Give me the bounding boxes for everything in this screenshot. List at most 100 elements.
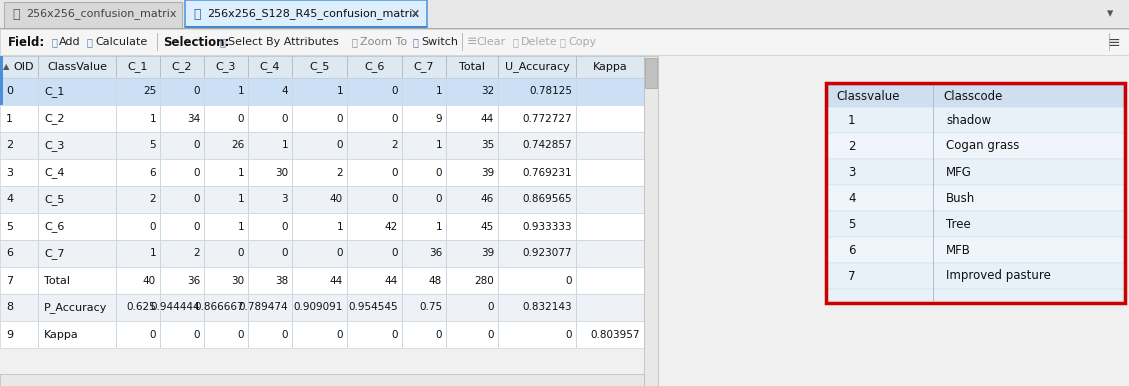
Text: 0.625: 0.625: [126, 303, 156, 313]
Bar: [645, 58, 657, 88]
Text: 0.933333: 0.933333: [523, 222, 572, 232]
Text: Total: Total: [460, 62, 485, 72]
Text: 0.78125: 0.78125: [530, 86, 572, 96]
Text: 0: 0: [392, 86, 399, 96]
Text: 0.954545: 0.954545: [349, 303, 399, 313]
Text: Classvalue: Classvalue: [835, 90, 900, 103]
Text: 35: 35: [481, 141, 495, 151]
Bar: [828, 185, 1123, 211]
Text: 0: 0: [237, 113, 244, 124]
Text: 0: 0: [436, 168, 441, 178]
Text: 26: 26: [230, 141, 244, 151]
Text: 3: 3: [281, 195, 288, 205]
Bar: [828, 133, 1123, 159]
Text: Improved pasture: Improved pasture: [946, 269, 1051, 283]
Bar: [0, 56, 644, 78]
Text: Selection:: Selection:: [163, 36, 229, 49]
Text: 1: 1: [436, 86, 441, 96]
Text: ⬜: ⬜: [413, 37, 419, 47]
Text: 0: 0: [281, 113, 288, 124]
Text: Field:: Field:: [8, 36, 45, 49]
Text: ▲: ▲: [3, 63, 9, 71]
Bar: [828, 85, 1123, 107]
Text: 1: 1: [281, 141, 288, 151]
Text: Copy: Copy: [568, 37, 596, 47]
Text: 1: 1: [336, 222, 343, 232]
Text: 0.803957: 0.803957: [590, 330, 640, 340]
Text: 9: 9: [436, 113, 441, 124]
Text: 0.789474: 0.789474: [238, 303, 288, 313]
Bar: [185, 0, 427, 28]
Text: Total: Total: [44, 276, 70, 286]
Bar: [828, 107, 1123, 133]
Text: 256x256_S128_R45_confusion_matrix: 256x256_S128_R45_confusion_matrix: [207, 8, 419, 19]
Text: 0: 0: [392, 195, 399, 205]
Bar: [0, 294, 644, 321]
Text: shadow: shadow: [946, 113, 991, 127]
Text: Kappa: Kappa: [44, 330, 79, 340]
Text: C_3: C_3: [216, 61, 236, 73]
Bar: [0, 321, 644, 348]
Text: 25: 25: [142, 86, 156, 96]
Text: 2: 2: [392, 141, 399, 151]
Bar: [0, 29, 1129, 55]
Text: 36: 36: [186, 276, 200, 286]
Text: OID: OID: [14, 62, 34, 72]
Text: ≡: ≡: [467, 36, 478, 49]
Text: 3: 3: [6, 168, 14, 178]
Text: 38: 38: [274, 276, 288, 286]
Text: 0: 0: [436, 330, 441, 340]
Text: ⬜: ⬜: [52, 37, 58, 47]
Bar: [0, 0, 1129, 28]
Text: C_2: C_2: [44, 113, 64, 124]
Text: 0: 0: [193, 330, 200, 340]
Text: 0: 0: [488, 303, 495, 313]
Text: 32: 32: [481, 86, 495, 96]
Text: 36: 36: [429, 249, 441, 259]
Bar: [0, 267, 644, 294]
Text: C_6: C_6: [365, 61, 385, 73]
Text: 3: 3: [848, 166, 856, 178]
Text: 0: 0: [281, 330, 288, 340]
Text: 0: 0: [149, 330, 156, 340]
Text: 280: 280: [474, 276, 495, 286]
Text: 0.923077: 0.923077: [523, 249, 572, 259]
Text: Zoom To: Zoom To: [360, 37, 408, 47]
Text: 7: 7: [6, 276, 14, 286]
Text: 39: 39: [481, 168, 495, 178]
Text: 0.832143: 0.832143: [523, 303, 572, 313]
Text: 0: 0: [336, 330, 343, 340]
Text: 1: 1: [237, 222, 244, 232]
Text: ClassValue: ClassValue: [47, 62, 107, 72]
Text: 2: 2: [149, 195, 156, 205]
Text: 40: 40: [330, 195, 343, 205]
Text: 4: 4: [6, 195, 14, 205]
Text: 1: 1: [237, 195, 244, 205]
Text: 0: 0: [193, 86, 200, 96]
Text: 1: 1: [436, 222, 441, 232]
Text: ⬜: ⬜: [220, 37, 226, 47]
Bar: [828, 289, 1123, 301]
Text: 45: 45: [481, 222, 495, 232]
Text: 44: 44: [385, 276, 399, 286]
Text: 0.75: 0.75: [419, 303, 441, 313]
Text: 0: 0: [392, 168, 399, 178]
Text: 0: 0: [336, 249, 343, 259]
Text: U_Accuracy: U_Accuracy: [505, 61, 569, 73]
Text: ⬜: ⬜: [513, 37, 519, 47]
Text: 30: 30: [274, 168, 288, 178]
Text: 1: 1: [336, 86, 343, 96]
Text: 6: 6: [149, 168, 156, 178]
Text: 0: 0: [237, 330, 244, 340]
Text: C_3: C_3: [44, 140, 64, 151]
Text: 0: 0: [392, 249, 399, 259]
Text: 1: 1: [237, 86, 244, 96]
Text: 0: 0: [237, 249, 244, 259]
Text: 42: 42: [385, 222, 399, 232]
Bar: [828, 211, 1123, 237]
Text: 0: 0: [149, 222, 156, 232]
Text: 44: 44: [330, 276, 343, 286]
Text: 0: 0: [392, 113, 399, 124]
Text: 0: 0: [488, 330, 495, 340]
Text: 0: 0: [193, 195, 200, 205]
